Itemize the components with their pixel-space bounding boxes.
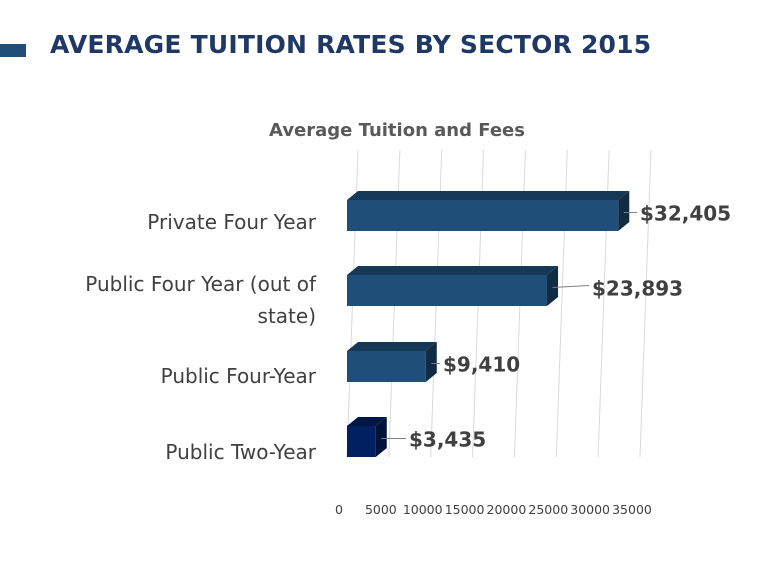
- bar: [347, 417, 387, 457]
- data-labels: $32,405 $23,893 $9,410 $3,435: [381, 202, 731, 452]
- x-tick-label: 5000: [365, 502, 397, 517]
- x-tick-label: 20000: [487, 502, 527, 517]
- x-tick-label: 25000: [528, 502, 568, 517]
- category-label: state): [258, 304, 316, 328]
- x-tick-label: 35000: [612, 502, 652, 517]
- data-label-leader: [552, 285, 590, 288]
- bar: [347, 342, 437, 382]
- x-tick-label: 0: [335, 502, 343, 517]
- x-tick-label: 10000: [403, 502, 443, 517]
- category-label: Private Four Year: [147, 210, 316, 234]
- title-accent-bar: [0, 44, 26, 57]
- gridline: [639, 149, 652, 458]
- x-tick-label: 30000: [570, 502, 610, 517]
- bar: [347, 191, 630, 231]
- slide-title: AVERAGE TUITION RATES BY SECTOR 2015: [50, 30, 652, 59]
- data-label: $23,893: [592, 277, 683, 301]
- x-tick-label: 15000: [445, 502, 485, 517]
- category-labels: Private Four Year Public Four Year (out o…: [85, 210, 317, 464]
- x-axis-ticks: 0 5000 10000 15000 20000 25000 30000 35000: [335, 502, 652, 517]
- category-label: Public Two-Year: [165, 440, 316, 464]
- category-label: Public Four Year (out of: [85, 272, 317, 296]
- chart-title: Average Tuition and Fees: [269, 120, 525, 141]
- tuition-bar-chart: Average Tuition and Fees 0 5000 10000 15000…: [85, 120, 731, 517]
- bar: [347, 266, 559, 306]
- data-label: $32,405: [640, 202, 731, 226]
- data-label: $3,435: [409, 428, 486, 452]
- chart-bars: [347, 191, 630, 457]
- data-label: $9,410: [443, 353, 520, 377]
- category-label: Public Four-Year: [161, 364, 317, 388]
